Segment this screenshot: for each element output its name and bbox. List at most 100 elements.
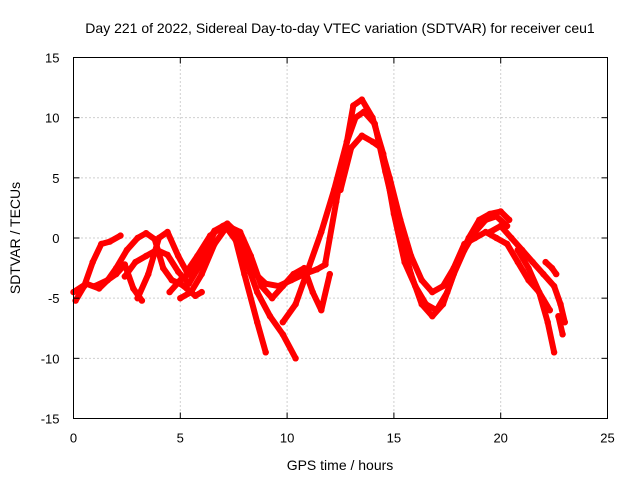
- data-point: [450, 264, 457, 272]
- data-point: [412, 282, 419, 290]
- data-point: [123, 246, 131, 254]
- chart-title: Day 221 of 2022, Sidereal Day-to-day VTE…: [85, 20, 595, 36]
- data-point: [254, 288, 261, 296]
- data-point: [337, 186, 344, 194]
- data-point: [279, 319, 286, 326]
- data-point: [377, 144, 385, 151]
- data-point: [546, 307, 553, 314]
- data-point: [401, 258, 408, 266]
- y-tick-label: -15: [41, 412, 60, 427]
- data-point: [175, 268, 182, 275]
- data-point: [290, 270, 297, 278]
- x-tick-label: 10: [280, 431, 294, 446]
- data-point: [224, 222, 231, 230]
- data-point: [134, 234, 141, 242]
- data-point: [98, 240, 105, 248]
- data-point: [497, 208, 504, 215]
- data-point: [142, 252, 150, 260]
- data-point: [386, 174, 393, 181]
- data-point: [185, 270, 192, 278]
- data-point: [358, 96, 366, 103]
- data-point: [247, 252, 254, 260]
- y-tick-label: 5: [52, 171, 59, 186]
- data-point: [555, 313, 562, 320]
- series-layer: [70, 96, 568, 362]
- data-point: [113, 264, 120, 272]
- data-point: [471, 234, 479, 242]
- data-point: [369, 114, 376, 121]
- data-point: [177, 276, 184, 284]
- data-point: [211, 240, 218, 248]
- data-point: [333, 198, 340, 206]
- data-point: [198, 246, 205, 254]
- x-tick-label: 0: [70, 431, 77, 446]
- data-point: [142, 230, 150, 237]
- y-tick-label: 0: [52, 231, 59, 246]
- data-point: [166, 288, 173, 296]
- data-point: [198, 288, 205, 296]
- data-point: [358, 132, 366, 139]
- data-point: [134, 295, 141, 302]
- data-point: [168, 276, 175, 284]
- y-tick-label: -10: [41, 351, 60, 366]
- data-point: [514, 246, 521, 254]
- data-point: [160, 264, 167, 272]
- data-point: [117, 232, 124, 239]
- data-point: [104, 276, 111, 284]
- x-tick-label: 5: [177, 431, 184, 446]
- x-tick-label: 15: [387, 431, 401, 446]
- data-point: [266, 313, 274, 320]
- data-point: [106, 238, 114, 245]
- data-point: [164, 228, 171, 236]
- data-point: [350, 102, 357, 109]
- data-point: [544, 319, 551, 326]
- data-point: [164, 251, 171, 258]
- data-point: [343, 138, 351, 145]
- data-point: [89, 258, 96, 266]
- data-point: [326, 270, 333, 278]
- data-point: [211, 227, 218, 234]
- data-point: [155, 234, 163, 242]
- data-point: [476, 216, 483, 224]
- data-point: [461, 240, 468, 248]
- data-point: [309, 288, 316, 296]
- data-point: [439, 282, 447, 290]
- data-point: [550, 349, 558, 356]
- data-point: [548, 264, 556, 272]
- data-point: [262, 349, 269, 356]
- data-point: [130, 285, 137, 292]
- x-tick-label: 20: [493, 431, 507, 446]
- data-point: [236, 228, 244, 236]
- data-point: [506, 216, 513, 224]
- data-point: [279, 282, 286, 290]
- data-point: [268, 295, 276, 302]
- y-tick-label: 15: [45, 51, 59, 66]
- data-point: [318, 307, 325, 314]
- data-point: [429, 288, 436, 296]
- data-point: [81, 282, 88, 290]
- data-point: [185, 280, 192, 287]
- data-point: [258, 282, 265, 290]
- data-point: [553, 270, 560, 278]
- y-axis-title: SDTVAR / TECUs: [7, 182, 23, 294]
- data-point: [91, 282, 99, 290]
- data-point: [313, 266, 321, 273]
- data-point: [514, 258, 521, 266]
- data-point: [254, 319, 261, 326]
- data-point: [486, 210, 494, 218]
- data-point: [503, 240, 511, 248]
- data-point: [305, 264, 312, 272]
- data-point: [292, 355, 299, 362]
- y-tick-label: -5: [48, 291, 60, 306]
- data-point: [348, 144, 355, 151]
- data-point: [369, 138, 376, 145]
- data-point: [486, 228, 494, 236]
- data-point: [145, 270, 152, 278]
- data-point: [292, 301, 299, 308]
- data-point: [559, 331, 566, 338]
- data-point: [318, 228, 325, 236]
- data-point: [529, 258, 536, 266]
- x-axis-title: GPS time / hours: [287, 457, 394, 473]
- y-tick-label: 10: [45, 111, 59, 126]
